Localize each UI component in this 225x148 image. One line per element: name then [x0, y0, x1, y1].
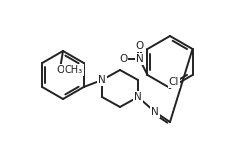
- Text: O: O: [119, 54, 128, 64]
- Text: O: O: [56, 65, 64, 75]
- Text: N: N: [136, 54, 143, 64]
- Text: N: N: [134, 92, 142, 102]
- Text: N: N: [151, 107, 159, 117]
- Text: CH₃: CH₃: [65, 65, 83, 75]
- Text: N: N: [98, 75, 106, 85]
- Text: O: O: [135, 41, 144, 51]
- Text: Cl: Cl: [169, 77, 179, 87]
